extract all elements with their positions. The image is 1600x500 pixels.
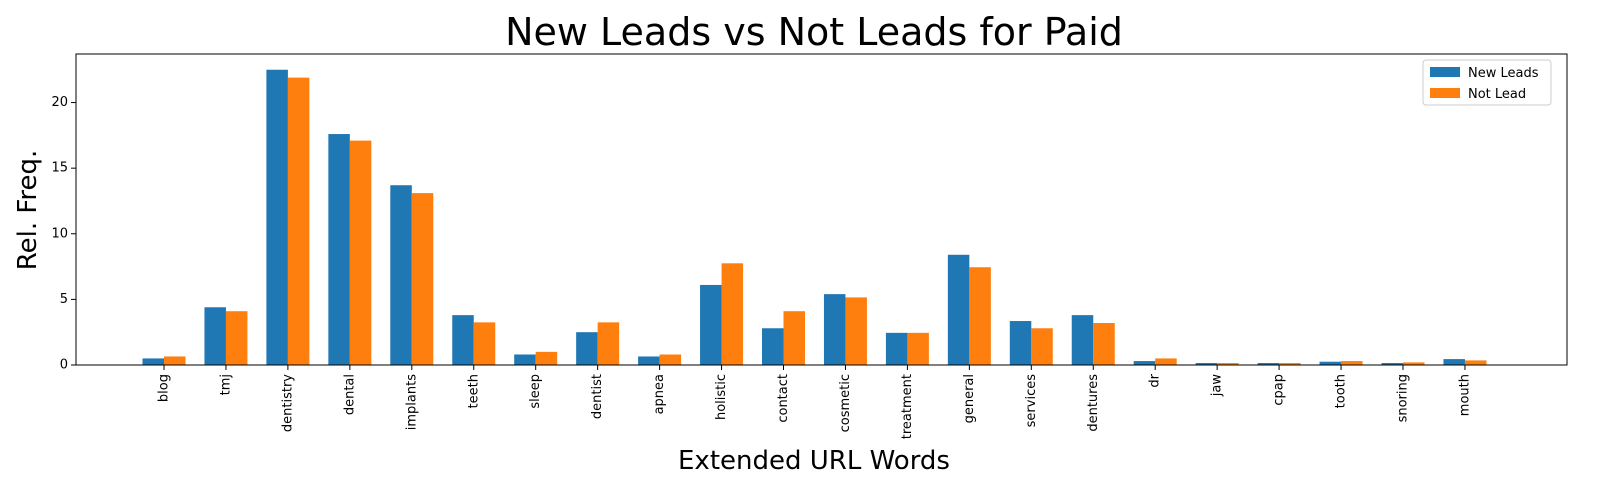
legend-label-not-lead: Not Lead [1468, 87, 1526, 102]
x-tick-label-mouth: mouth [1457, 374, 1472, 416]
bar-not-lead-holistic [721, 263, 744, 365]
bar-not-lead-apnea [659, 354, 682, 365]
bar-not-lead-dr [1155, 358, 1177, 365]
bar-new-leads-general [947, 254, 970, 365]
bar-new-leads-contact [762, 328, 784, 365]
x-tick-label-implants: implants [404, 374, 419, 430]
bar-new-leads-dentist [576, 332, 598, 365]
x-tick-label-sleep: sleep [528, 374, 543, 409]
bar-not-lead-snoring [1403, 362, 1425, 365]
bar-not-lead-dentures [1093, 323, 1115, 365]
bar-new-leads-snoring [1381, 363, 1403, 365]
y-tick-label-5: 5 [60, 292, 68, 307]
x-tick-label-teeth: teeth [466, 374, 481, 408]
bar-new-leads-cosmetic [823, 294, 846, 365]
y-axis-label: Rel. Freq. [13, 150, 43, 271]
bar-new-leads-teeth [452, 315, 474, 365]
bar-not-lead-treatment [907, 332, 929, 365]
bar-not-lead-general [969, 267, 991, 365]
legend: New Leads Not Lead [1422, 59, 1552, 106]
x-tick-label-apnea: apnea [652, 374, 667, 414]
bar-new-leads-tmj [204, 307, 226, 365]
x-tick-label-cosmetic: cosmetic [838, 374, 853, 432]
x-axis: blog tmj dentistry dental implants teeth sleep… [157, 365, 1472, 439]
bar-new-leads-dentistry [266, 69, 288, 366]
bar-not-lead-dentist [597, 322, 620, 365]
x-tick-label-dentistry: dentistry [280, 374, 295, 432]
bar-not-lead-dental [349, 140, 372, 365]
bar-new-leads-services [1009, 321, 1032, 365]
bar-new-leads-apnea [638, 356, 660, 365]
legend-swatch-new-leads [1430, 67, 1460, 77]
bar-new-leads-treatment [885, 332, 908, 365]
bar-not-lead-contact [783, 311, 805, 365]
x-tick-label-snoring: snoring [1396, 374, 1411, 422]
x-tick-label-tmj: tmj [218, 374, 233, 395]
bar-not-lead-jaw [1217, 363, 1239, 365]
chart-title: New Leads vs Not Leads for Paid [505, 10, 1123, 54]
x-tick-label-blog: blog [157, 374, 172, 402]
x-tick-label-cpap: cpap [1272, 374, 1287, 406]
bar-not-lead-sleep [535, 351, 558, 365]
bar-not-lead-blog [164, 356, 186, 365]
bar-not-lead-tmj [225, 311, 248, 365]
bar-new-leads-jaw [1195, 363, 1218, 365]
bar-not-lead-cosmetic [845, 297, 867, 365]
y-axis: 0 5 10 15 20 [51, 95, 76, 373]
x-tick-label-tooth: tooth [1334, 374, 1349, 408]
bar-new-leads-implants [390, 185, 412, 365]
x-tick-label-contact: contact [776, 374, 791, 423]
bars-layer [142, 69, 1487, 366]
bar-new-leads-holistic [700, 284, 722, 365]
y-tick-label-10: 10 [51, 226, 68, 241]
x-tick-label-holistic: holistic [714, 374, 729, 420]
bar-new-leads-mouth [1443, 359, 1465, 365]
bar-new-leads-sleep [514, 354, 536, 365]
x-tick-label-dentist: dentist [590, 374, 605, 419]
y-tick-label-0: 0 [60, 358, 68, 373]
bar-new-leads-tooth [1319, 361, 1342, 365]
legend-label-new-leads: New Leads [1468, 66, 1539, 81]
x-tick-label-treatment: treatment [900, 374, 915, 439]
bar-new-leads-dental [328, 134, 350, 365]
plot-area-frame [75, 53, 1568, 366]
bar-new-leads-dr [1133, 361, 1156, 365]
y-tick-label-15: 15 [51, 161, 68, 176]
y-tick-label-20: 20 [51, 95, 68, 110]
x-tick-label-dentures: dentures [1086, 374, 1101, 432]
bar-not-lead-mouth [1464, 360, 1487, 365]
bar-not-lead-services [1031, 328, 1053, 365]
x-axis-label: Extended URL Words [678, 446, 950, 476]
x-tick-label-services: services [1024, 374, 1039, 428]
x-tick-label-dr: dr [1148, 373, 1163, 387]
x-tick-label-dental: dental [342, 374, 357, 415]
x-tick-label-general: general [962, 374, 977, 423]
bar-new-leads-dentures [1071, 315, 1094, 365]
bar-not-lead-dentistry [287, 77, 310, 366]
bar-new-leads-blog [142, 358, 164, 365]
bar-not-lead-tooth [1341, 361, 1363, 365]
bar-not-lead-cpap [1279, 363, 1301, 365]
x-tick-label-jaw: jaw [1210, 374, 1225, 398]
legend-swatch-not-lead [1430, 88, 1460, 98]
bar-not-lead-implants [411, 193, 434, 365]
bar-new-leads-cpap [1257, 363, 1280, 365]
bar-not-lead-teeth [473, 322, 496, 365]
